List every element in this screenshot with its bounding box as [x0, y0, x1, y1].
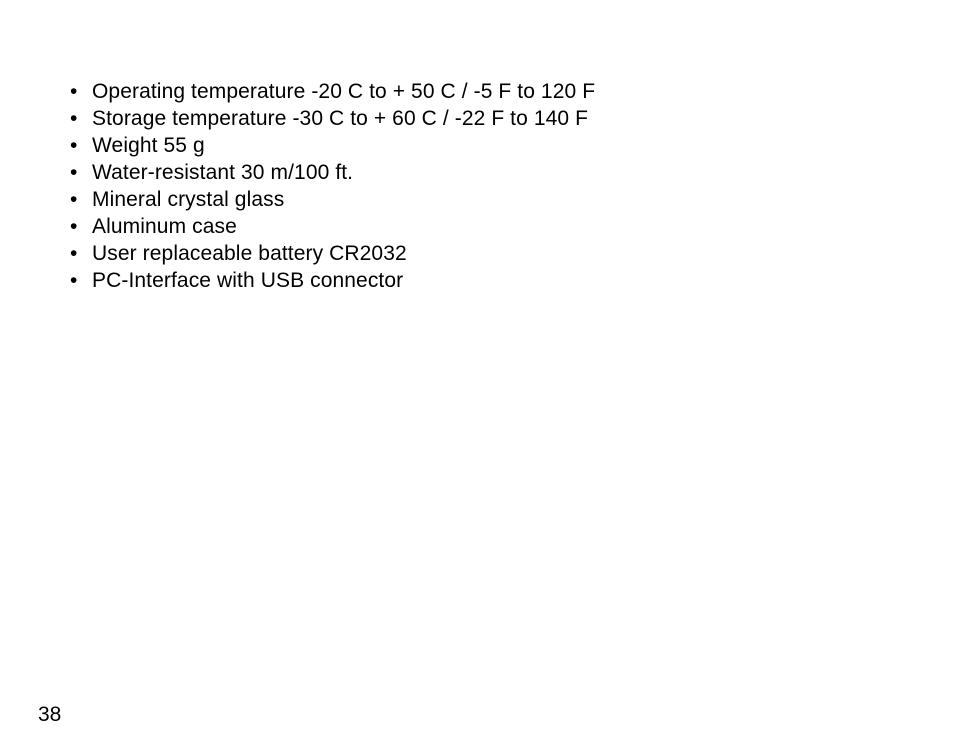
- list-item: •User replaceable battery CR2032: [64, 240, 954, 267]
- list-item-text: Storage temperature -30 C to + 60 C / -2…: [92, 107, 588, 130]
- bullet-glyph: •: [64, 78, 92, 105]
- list-item: •Aluminum case: [64, 213, 954, 240]
- list-item-text: Operating temperature -20 C to + 50 C / …: [92, 80, 595, 103]
- bullet-glyph: •: [64, 132, 92, 159]
- bullet-glyph: •: [64, 267, 92, 294]
- list-item: •PC-Interface with USB connector: [64, 267, 954, 294]
- bullet-glyph: •: [64, 105, 92, 132]
- list-item-text: User replaceable battery CR2032: [92, 242, 407, 265]
- bullet-glyph: •: [64, 186, 92, 213]
- bullet-glyph: •: [64, 240, 92, 267]
- page-number: 38: [38, 703, 61, 727]
- document-page: •Operating temperature -20 C to + 50 C /…: [0, 0, 954, 755]
- bullet-glyph: •: [64, 159, 92, 186]
- list-item-text: Mineral crystal glass: [92, 188, 284, 211]
- list-item: •Weight 55 g: [64, 132, 954, 159]
- list-item-text: PC-Interface with USB connector: [92, 269, 403, 292]
- list-item-text: Weight 55 g: [92, 134, 205, 157]
- bullet-glyph: •: [64, 213, 92, 240]
- list-item: •Storage temperature -30 C to + 60 C / -…: [64, 105, 954, 132]
- list-item: •Water-resistant 30 m/100 ft.: [64, 159, 954, 186]
- spec-list: •Operating temperature -20 C to + 50 C /…: [64, 78, 954, 294]
- list-item-text: Water-resistant 30 m/100 ft.: [92, 161, 353, 184]
- list-item-text: Aluminum case: [92, 215, 237, 238]
- list-item: •Mineral crystal glass: [64, 186, 954, 213]
- list-item: •Operating temperature -20 C to + 50 C /…: [64, 78, 954, 105]
